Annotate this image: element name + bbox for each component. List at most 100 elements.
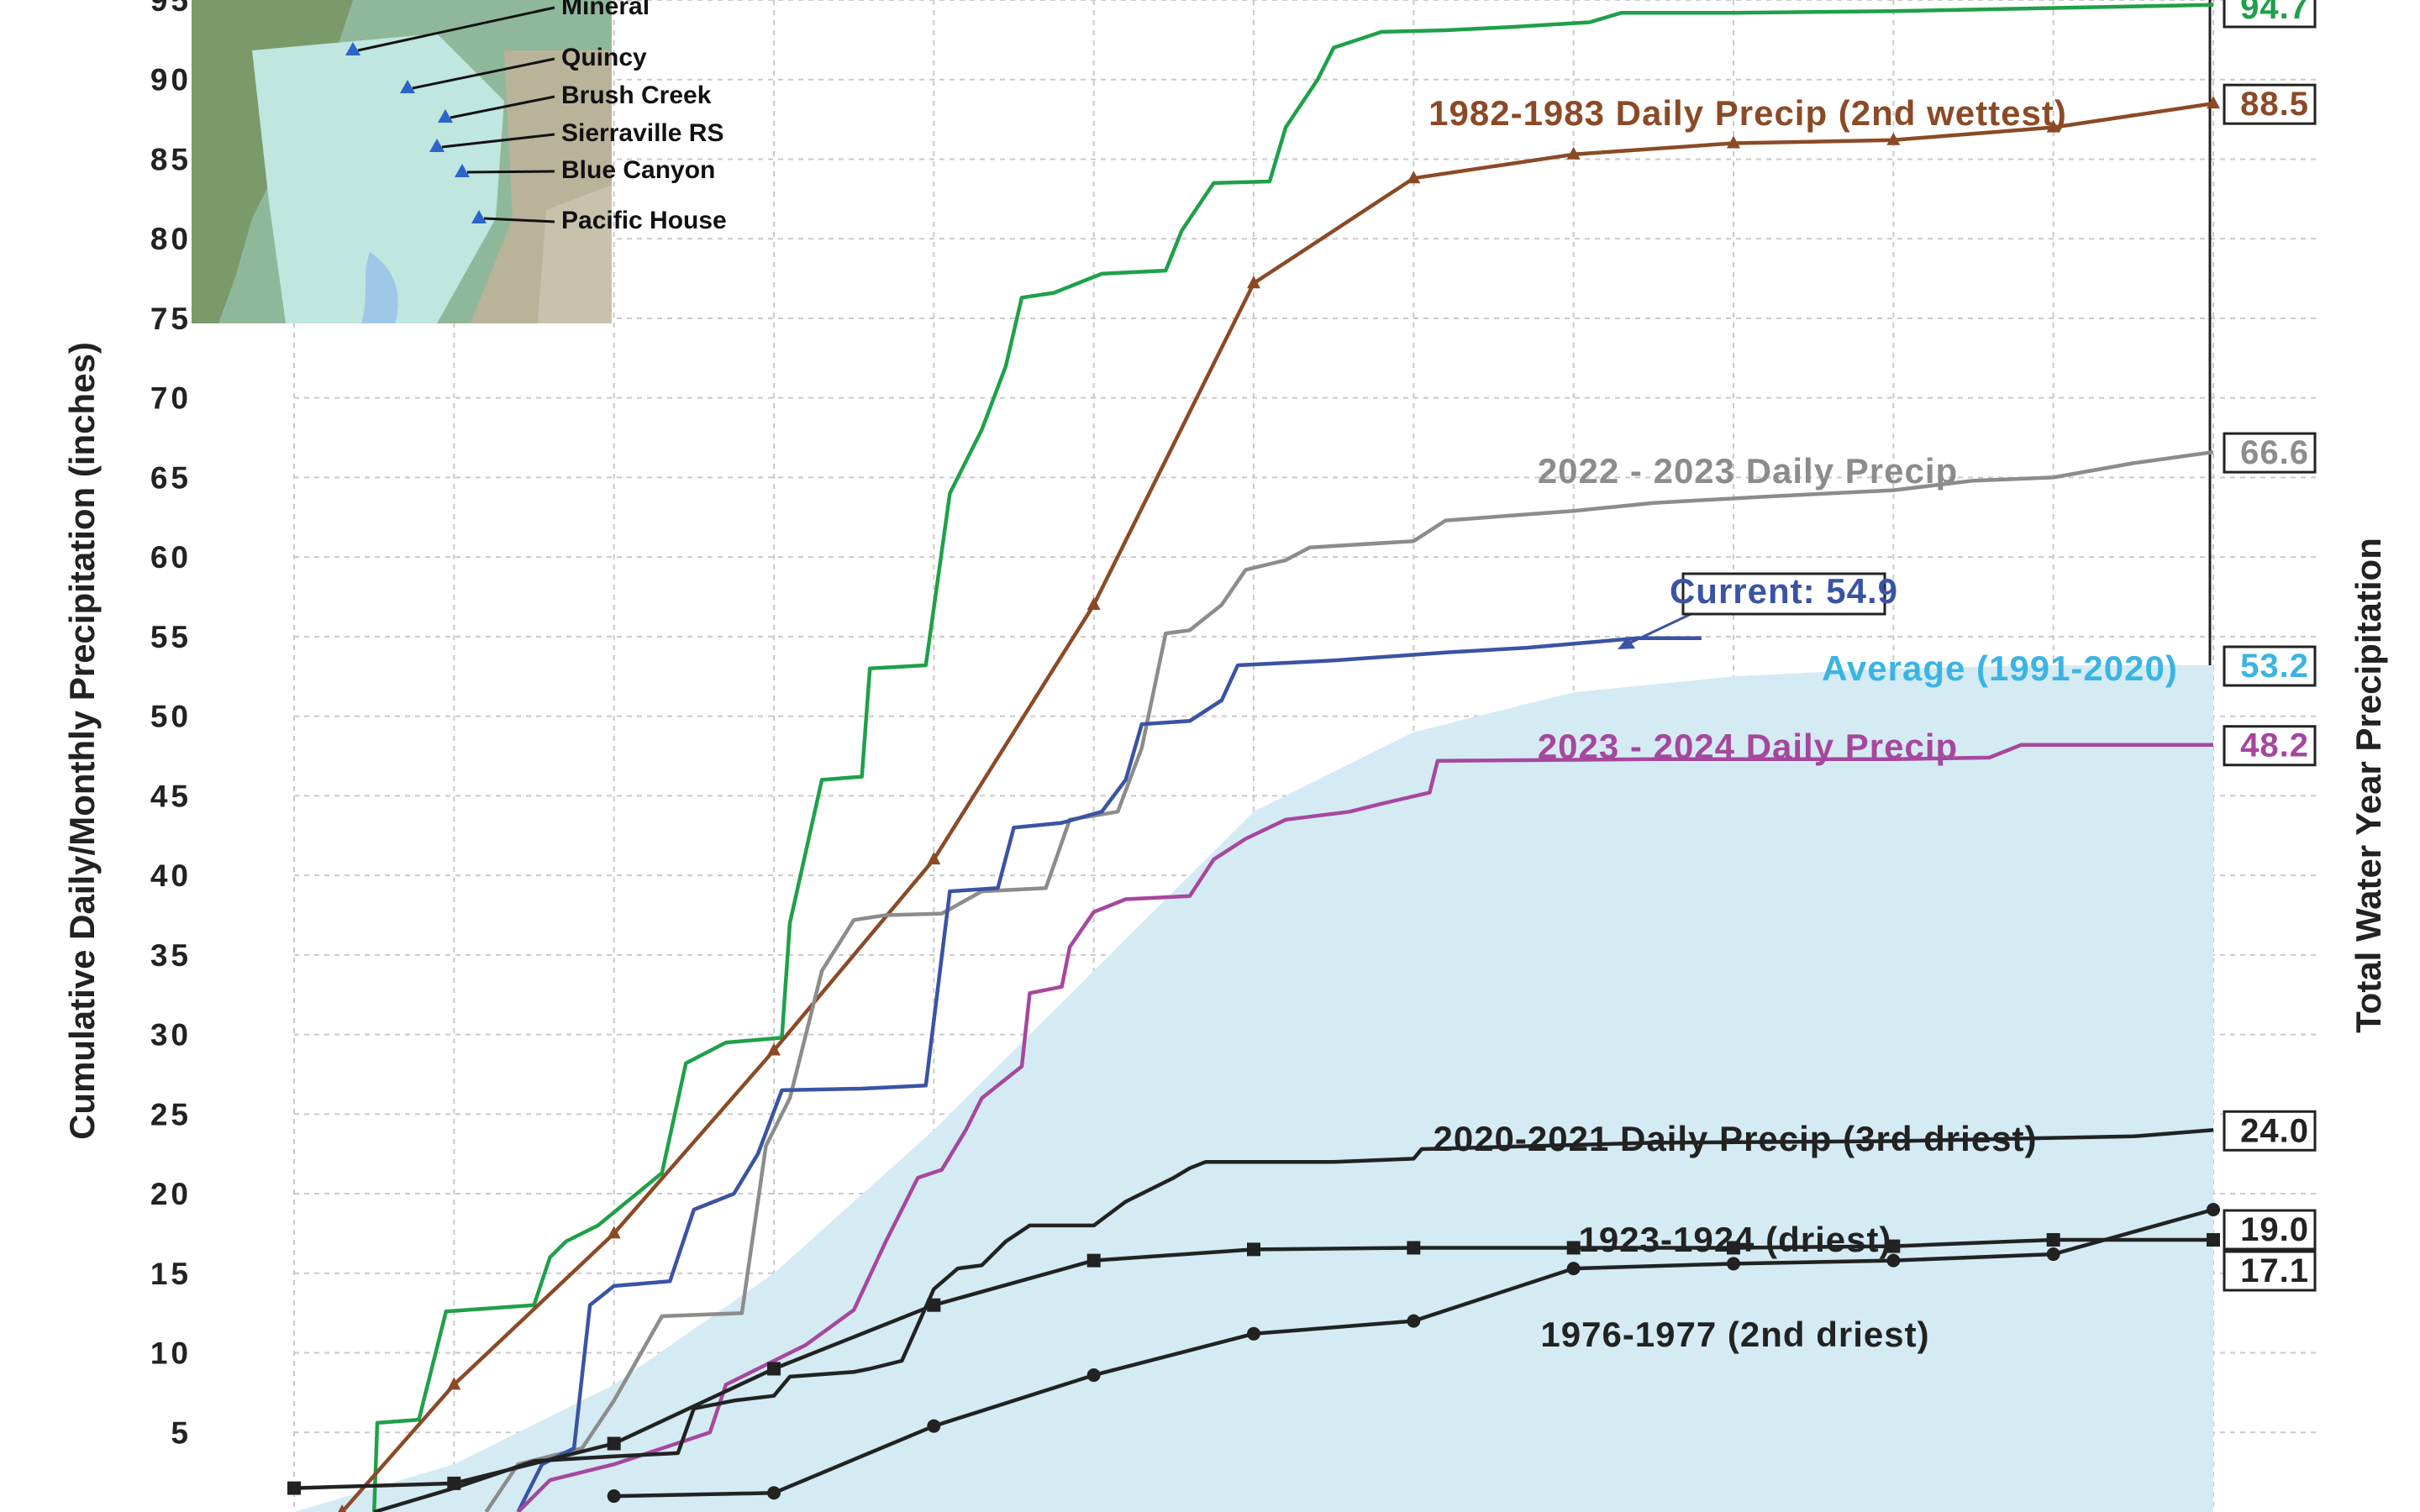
circle-marker: [2046, 1247, 2060, 1262]
current-arrow-head: [1618, 637, 1635, 649]
station-label: Brush Creek: [561, 81, 712, 109]
station-label: Quincy: [561, 44, 647, 71]
square-marker: [287, 1481, 301, 1495]
triangle-marker: [1886, 132, 1901, 145]
series-annotations: Average (1991-2020) 53.2 94.7 1982-1983 Dai…: [1428, 0, 2317, 1354]
average-area-layer: [294, 665, 2213, 1512]
end-value-label: 24.0: [2240, 1112, 2309, 1149]
station-label: Pacific House: [561, 207, 727, 234]
y-tick-label: 45: [150, 779, 192, 813]
station-pointer: [450, 95, 555, 119]
y-tick-label: 35: [150, 938, 192, 973]
y-axis-title: Cumulative Daily/Monthly Precipitation (…: [62, 342, 102, 1140]
y-tick-labels: 5 10 15 20 25 30 35 40 45 50 55 60 65 70 75 80 85 90 95: [150, 0, 192, 1450]
y-tick-label: 25: [150, 1097, 192, 1131]
circle-marker: [2207, 1203, 2220, 1216]
station-marker: [345, 42, 360, 55]
station-markers: [345, 6, 555, 223]
map-valley: [252, 34, 504, 323]
station-map-inset: Mineral Quincy Brush Creek Sierraville RS Bl…: [192, 0, 727, 323]
current-value-box: [1681, 572, 1886, 616]
station-pointer: [483, 217, 555, 223]
circle-marker: [767, 1486, 781, 1500]
triangle-marker: [2046, 119, 2060, 133]
y-tick-label: 70: [150, 381, 192, 416]
map-water: [361, 252, 398, 323]
triangle-marker: [1566, 146, 1581, 160]
end-value-box: [2223, 1209, 2317, 1251]
square-marker: [1407, 1241, 1421, 1255]
series-label: 1976-1977 (2nd driest): [1540, 1315, 1929, 1354]
triangle-marker: [338, 1504, 346, 1512]
station-label: Blue Canyon: [561, 156, 715, 184]
series-label: 1923-1924 (driest): [1579, 1220, 1892, 1259]
map-highlands: [538, 185, 612, 323]
current-value-label: Current: 54.9: [1670, 571, 1898, 611]
station-marker: [471, 210, 487, 223]
series-line-4: [516, 636, 1702, 1512]
series-line-3: [484, 449, 2214, 1512]
end-value-label: 53.2: [2240, 648, 2309, 685]
end-value-box: [2223, 1250, 2317, 1292]
end-value-box: [2223, 83, 2317, 125]
station-pointer: [412, 57, 555, 90]
y-tick-label: 15: [150, 1257, 192, 1291]
square-marker: [927, 1298, 941, 1312]
station-marker: [455, 164, 470, 177]
series-label: 1982-1983 Daily Precip (2nd wettest): [1428, 93, 2067, 133]
y-tick-label: 5: [171, 1415, 192, 1450]
triangle-marker: [1247, 276, 1260, 289]
circle-marker: [1727, 1257, 1740, 1271]
series-label: 2022 - 2023 Daily Precip: [1538, 451, 1958, 491]
end-value-label: 88.5: [2240, 86, 2309, 123]
y-tick-label: 30: [150, 1018, 192, 1053]
series-line-6: [373, 1128, 2214, 1512]
end-value-label: 17.1: [2240, 1252, 2309, 1289]
circle-marker: [607, 1489, 621, 1504]
average-area: [294, 665, 2213, 1512]
y-tick-label: 65: [150, 460, 192, 495]
station-pointer: [357, 6, 555, 52]
triangle-marker: [767, 1042, 781, 1056]
y-tick-label: 85: [150, 142, 192, 176]
circle-marker: [1886, 1253, 1901, 1268]
end-value-label: 66.6: [2240, 434, 2309, 471]
station-pointer: [466, 170, 555, 174]
square-marker: [1727, 1241, 1740, 1255]
triangle-marker: [447, 1377, 461, 1390]
square-marker: [447, 1476, 461, 1490]
end-value-label: 19.0: [2240, 1211, 2309, 1248]
y-tick-label: 95: [150, 0, 192, 18]
y-tick-label: 50: [150, 700, 192, 734]
y-tick-label: 90: [150, 63, 192, 97]
circle-marker: [1247, 1326, 1260, 1341]
y-tick-label: 55: [150, 620, 192, 654]
y-tick-label: 40: [150, 858, 192, 893]
square-marker: [2207, 1233, 2220, 1247]
triangle-marker: [2207, 96, 2220, 109]
triangle-marker: [1086, 597, 1101, 610]
end-value-label: 48.2: [2240, 727, 2309, 764]
triangle-marker: [927, 852, 941, 865]
circle-marker: [1566, 1262, 1581, 1276]
series-lines-layer: [287, 3, 2220, 1512]
station-marker: [429, 139, 445, 152]
y-tick-label: 75: [150, 302, 192, 336]
square-marker: [767, 1362, 781, 1376]
square-marker: [1886, 1239, 1901, 1253]
triangle-marker: [1727, 135, 1740, 149]
square-marker: [2046, 1233, 2060, 1247]
series-line-5: [516, 743, 2213, 1512]
square-marker: [1247, 1242, 1260, 1257]
y-tick-label: 60: [150, 540, 192, 575]
end-value-box: [2223, 645, 2317, 687]
y2-axis-title: Total Water Year Precipitation: [2349, 538, 2388, 1033]
station-labels: Mineral Quincy Brush Creek Sierraville RS Bl…: [561, 0, 727, 234]
station-label: Sierraville RS: [561, 119, 723, 147]
triangle-marker: [607, 1226, 621, 1239]
triangle-marker: [1407, 171, 1421, 184]
circle-marker: [1086, 1368, 1101, 1383]
end-value-label: 94.7: [2240, 0, 2309, 26]
y-tick-label: 20: [150, 1177, 192, 1211]
